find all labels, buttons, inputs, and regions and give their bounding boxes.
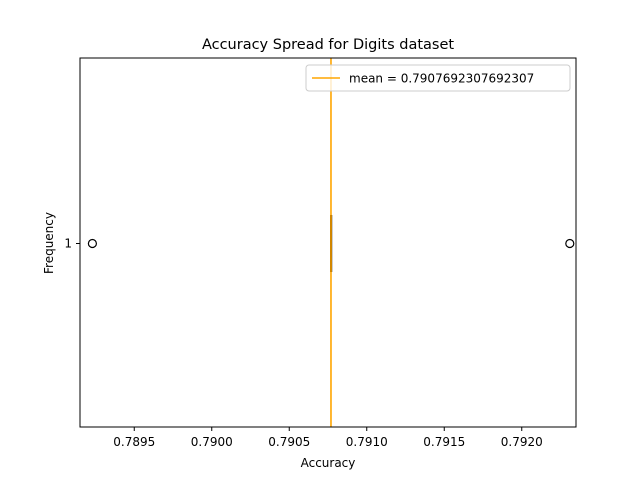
x-tick-label: 0.7920 xyxy=(501,435,543,449)
x-tick-label: 0.7895 xyxy=(113,435,155,449)
x-tick-label: 0.7905 xyxy=(268,435,310,449)
legend: mean = 0.7907692307692307 xyxy=(306,65,570,91)
x-axis-label: Accuracy xyxy=(301,456,356,470)
y-axis-label: Frequency xyxy=(42,212,56,274)
y-tick-label: 1 xyxy=(64,237,72,251)
x-tick-label: 0.7915 xyxy=(423,435,465,449)
legend-label: mean = 0.7907692307692307 xyxy=(349,72,534,86)
chart-title: Accuracy Spread for Digits dataset xyxy=(202,37,454,53)
x-tick-label: 0.7900 xyxy=(191,435,233,449)
x-tick-label: 0.7910 xyxy=(346,435,388,449)
